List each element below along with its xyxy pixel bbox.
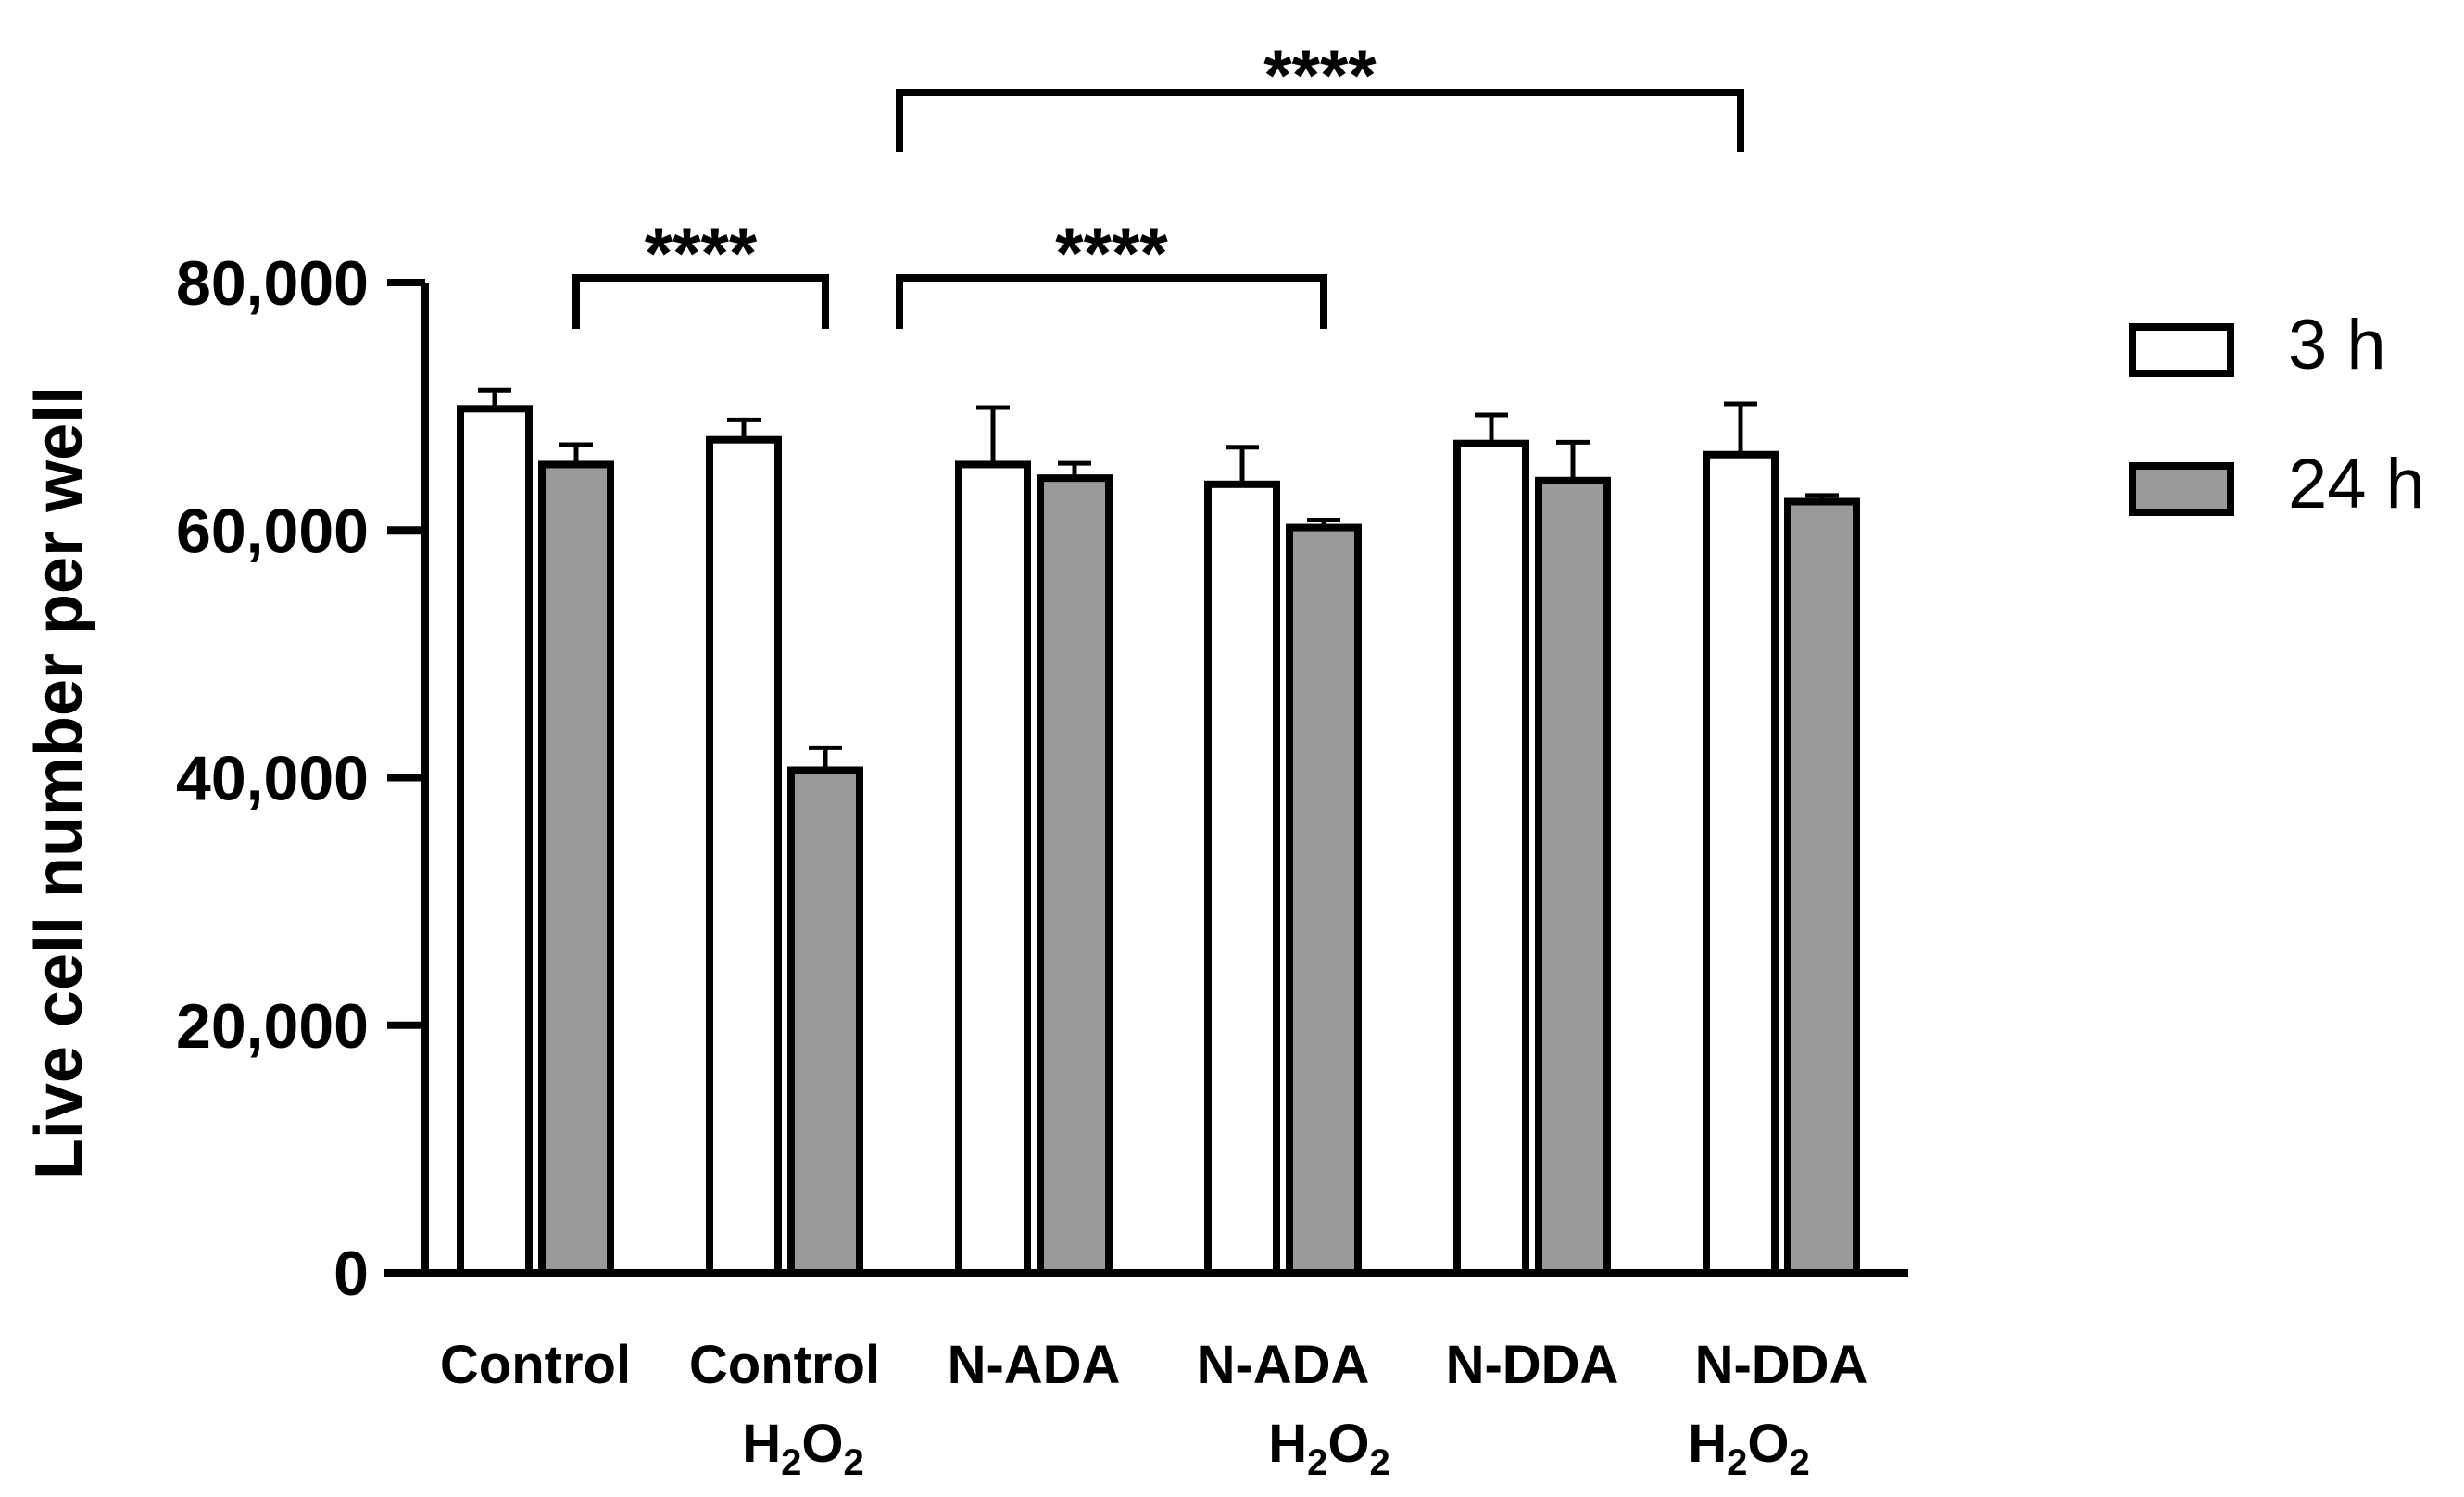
bar-24h-0 (538, 460, 614, 1277)
bar-3h-0 (457, 405, 533, 1277)
significance-label: **** (645, 212, 758, 294)
legend-swatch-3h (2129, 323, 2234, 377)
bar-24h-1 (787, 766, 863, 1277)
error-bar-3h-4 (1475, 412, 1508, 444)
error-bars-layer (478, 387, 1839, 771)
bar-24h-3 (1286, 523, 1362, 1277)
legend-label: 3 h (2288, 306, 2386, 384)
error-bar-24h-0 (559, 442, 593, 465)
error-bar-3h-3 (1226, 445, 1259, 484)
x-tick-label-formula: H2O2 (1268, 1414, 1390, 1483)
x-tick-label: Control (440, 1335, 631, 1395)
legend: 3 h 24 h (2129, 306, 2425, 523)
y-tick-label: 0 (333, 1239, 369, 1309)
bar-3h-1 (706, 435, 782, 1277)
significance-bracket (896, 89, 1744, 152)
significance-label: **** (1055, 212, 1168, 294)
legend-swatch-24h (2129, 462, 2234, 516)
bar-24h-5 (1784, 497, 1860, 1277)
y-ticks-layer: 0 20,000 40,000 60,000 80,000 (176, 248, 425, 1309)
bars-layer (457, 405, 1860, 1277)
significance-layer: **** **** **** (572, 34, 1744, 329)
error-bar-24h-3 (1307, 518, 1340, 528)
x-tick-label-formula: H2O2 (742, 1414, 864, 1483)
bar-24h-2 (1037, 474, 1113, 1277)
x-tick-label: Control (689, 1335, 880, 1395)
significance-bracket (896, 274, 1327, 329)
x-tick-label: N-ADA (948, 1335, 1121, 1395)
bar-3h-4 (1453, 439, 1529, 1277)
y-tick-label: 40,000 (176, 744, 369, 814)
bar-3h-5 (1703, 450, 1779, 1277)
bar-3h-2 (955, 460, 1031, 1277)
bar-24h-4 (1535, 476, 1611, 1277)
y-tick-label: 20,000 (176, 991, 369, 1062)
x-tick-label: N-DDA (1446, 1335, 1619, 1395)
x-labels-layer: Control Control H2O2 N-ADA N-ADA H2O2 N-DDA N-D… (440, 1335, 1868, 1483)
error-bar-24h-1 (809, 745, 842, 771)
error-bar-3h-1 (727, 417, 761, 440)
bar-3h-3 (1204, 480, 1280, 1277)
error-bar-24h-4 (1556, 439, 1590, 481)
y-tick-label: 60,000 (176, 496, 369, 566)
significance-label: **** (1263, 34, 1377, 116)
legend-label: 24 h (2288, 445, 2425, 523)
x-tick-label: N-ADA (1197, 1335, 1370, 1395)
error-bar-24h-2 (1058, 460, 1091, 479)
x-tick-label-formula: H2O2 (1688, 1414, 1810, 1483)
error-bar-3h-0 (478, 387, 511, 409)
y-axis-title: Live cell number per well (22, 386, 96, 1179)
error-bar-24h-5 (1805, 493, 1839, 502)
error-bar-3h-5 (1724, 401, 1757, 455)
error-bar-3h-2 (976, 405, 1010, 465)
x-tick-label: N-DDA (1695, 1335, 1868, 1395)
y-tick-label: 80,000 (176, 248, 369, 319)
significance-bracket (572, 274, 829, 329)
